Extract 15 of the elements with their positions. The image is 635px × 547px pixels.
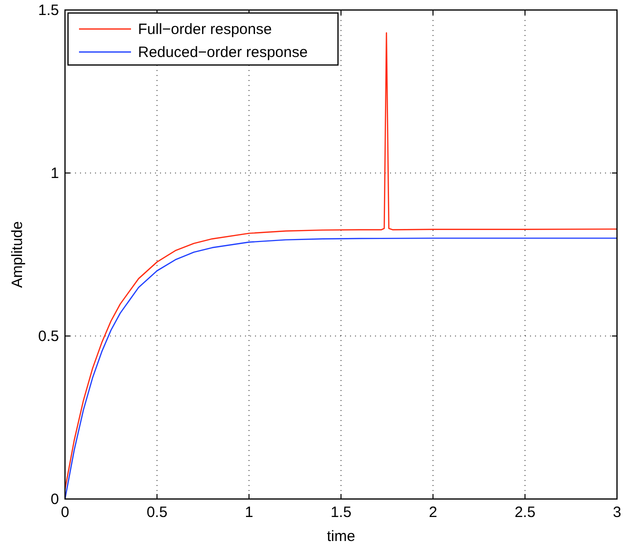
y-axis-title: Amplitude bbox=[9, 221, 26, 288]
line-series bbox=[64, 238, 618, 500]
x-axis-title: time bbox=[326, 528, 356, 545]
x-tick-label: 1.5 bbox=[330, 504, 352, 521]
x-tick-label: 2 bbox=[428, 504, 438, 521]
y-tick-label: 0 bbox=[50, 491, 59, 508]
y-tick-label: 0.5 bbox=[38, 328, 59, 345]
y-tick-label: 1.5 bbox=[38, 2, 59, 19]
x-tick-label: 1 bbox=[244, 504, 254, 521]
legend-label: Full−order response bbox=[138, 21, 272, 38]
legend-label: Reduced−order response bbox=[138, 44, 308, 61]
x-tick-label: 0.5 bbox=[146, 504, 168, 521]
x-tick-label: 3 bbox=[612, 504, 622, 521]
x-tick-label: 2.5 bbox=[514, 504, 536, 521]
y-tick-label: 1 bbox=[50, 165, 59, 182]
